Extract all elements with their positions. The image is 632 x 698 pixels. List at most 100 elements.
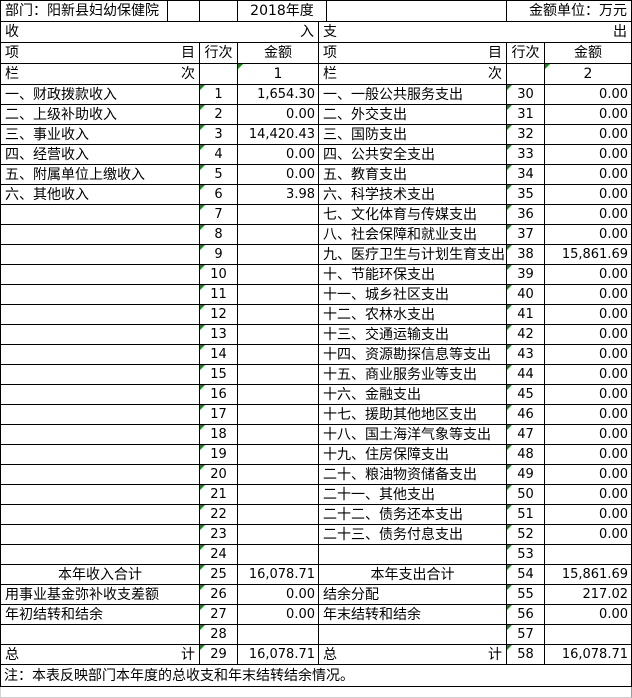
title-empty-cell <box>200 1 238 22</box>
section-bar: 收 入 支 出 <box>1 22 631 43</box>
expense-item-label: 十三、交通运输支出 <box>323 326 449 343</box>
expense-amount-cell: 0.00 <box>545 265 631 285</box>
income-item-label: 四、经营收入 <box>5 146 89 163</box>
income-amount-header: 金额 <box>238 43 319 64</box>
error-indicator-icon <box>200 225 205 230</box>
expense-item-cell <box>319 625 507 645</box>
expense-line-no-header: 行次 <box>507 43 545 64</box>
income-item-cell <box>1 245 200 265</box>
income-line-no-cell: 14 <box>200 345 238 365</box>
expense-amount-cell: 0.00 <box>545 605 631 625</box>
income-line-no: 2 <box>214 107 223 122</box>
income-line-no-header: 行次 <box>200 43 238 64</box>
income-item-cell: 一、财政拨款收入 <box>1 85 200 105</box>
income-line-no: 23 <box>210 527 227 542</box>
error-indicator-icon <box>200 505 205 510</box>
error-indicator-icon <box>507 345 512 350</box>
income-line-no: 10 <box>210 267 227 282</box>
income-line-no-cell: 1 <box>200 85 238 105</box>
expense-line-no: 37 <box>517 227 534 242</box>
expense-line-no: 34 <box>517 167 534 182</box>
expense-amount-cell: 15,861.69 <box>545 245 631 265</box>
error-indicator-icon <box>507 485 512 490</box>
expense-line-no: 49 <box>517 467 534 482</box>
expense-item-label: 十二、农林水支出 <box>323 306 435 323</box>
income-amount-cell <box>238 425 319 445</box>
income-line-no: 15 <box>210 367 227 382</box>
error-indicator-icon <box>200 385 205 390</box>
item-header-start: 项 <box>5 45 19 61</box>
income-line-no: 14 <box>210 347 227 362</box>
error-indicator-icon <box>507 605 512 610</box>
expense-item-cell: 十一、城乡社区支出 <box>319 285 507 305</box>
expense-amount: 0.00 <box>599 207 628 222</box>
income-item-cell: 年初结转和结余 <box>1 605 200 625</box>
expense-line-no-cell: 37 <box>507 225 545 245</box>
error-indicator-icon <box>507 425 512 430</box>
income-item-label-end: 计 <box>181 646 195 663</box>
error-indicator-icon <box>200 245 205 250</box>
expense-line-no: 54 <box>517 567 534 582</box>
expense-item-cell: 十八、国土海洋气象等支出 <box>319 425 507 445</box>
error-indicator-icon <box>507 285 512 290</box>
income-item-cell <box>1 385 200 405</box>
expense-item-label: 二十三、债务付息支出 <box>323 526 463 543</box>
income-line-no-cell: 3 <box>200 125 238 145</box>
error-indicator-icon <box>238 64 243 69</box>
department-label: 部门：阳新县妇幼保健院 <box>1 1 168 22</box>
expense-item-cell: 九、医疗卫生与计划生育支出 <box>319 245 507 265</box>
expense-amount-cell: 0.00 <box>545 425 631 445</box>
expense-item-label: 六、科学技术支出 <box>323 186 435 203</box>
income-line-no-cell: 7 <box>200 205 238 225</box>
expense-amount: 0.00 <box>599 107 628 122</box>
expense-item-label: 本年支出合计 <box>370 566 455 583</box>
expense-amount-cell: 0.00 <box>545 325 631 345</box>
lan-header-start: 栏 <box>5 66 19 82</box>
income-item-label: 三、事业收入 <box>5 126 89 143</box>
expense-item-label: 十五、商业服务业等支出 <box>323 366 477 383</box>
income-amount-cell <box>238 405 319 425</box>
expense-item-label: 十六、金融支出 <box>323 386 421 403</box>
lan-header-end: 次 <box>181 66 195 82</box>
error-indicator-icon <box>200 365 205 370</box>
expense-item-cell <box>319 545 507 565</box>
error-indicator-icon <box>507 545 512 550</box>
income-amount: 3.98 <box>286 187 315 202</box>
table-row: 9 九、医疗卫生与计划生育支出 38 15,861.69 <box>1 245 631 265</box>
expense-item-cell: 二十一、其他支出 <box>319 485 507 505</box>
expense-item-cell: 二十、粮油物资储备支出 <box>319 465 507 485</box>
income-line-no: 29 <box>210 647 227 662</box>
income-line-no-cell: 19 <box>200 445 238 465</box>
expense-line-no-cell: 52 <box>507 525 545 545</box>
unit-label: 金额单位：万元 <box>507 1 631 22</box>
expense-amount-cell: 0.00 <box>545 465 631 485</box>
expense-line-no-cell: 31 <box>507 105 545 125</box>
error-indicator-icon <box>200 205 205 210</box>
expense-amount-cell: 0.00 <box>545 445 631 465</box>
income-section-header: 收 入 <box>1 22 319 43</box>
year-label: 2018年度 <box>238 1 327 22</box>
expense-item-label: 七、文化体育与传媒支出 <box>323 206 477 223</box>
income-line-no: 26 <box>210 587 227 602</box>
error-indicator-icon <box>200 165 205 170</box>
table-row: 三、事业收入 3 14,420.43 三、国防支出 32 0.00 <box>1 125 631 145</box>
expense-amount-cell: 0.00 <box>545 105 631 125</box>
income-line-no-cell: 8 <box>200 225 238 245</box>
empty-grid-row <box>0 687 632 698</box>
expense-amount-cell <box>545 545 631 565</box>
income-amount-cell: 0.00 <box>238 145 319 165</box>
expense-item-cell: 二十二、债务还本支出 <box>319 505 507 525</box>
expense-line-no-cell: 40 <box>507 285 545 305</box>
expense-item-label: 十、节能环保支出 <box>323 266 435 283</box>
income-line-no: 17 <box>210 407 227 422</box>
table-row: 一、财政拨款收入 1 1,654.30 一、一般公共服务支出 30 0.00 <box>1 85 631 105</box>
income-amount-col-no-cell: 1 <box>238 64 319 85</box>
table-row: 19 十九、住房保障支出 48 0.00 <box>1 445 631 465</box>
income-amount: 1,654.30 <box>257 87 315 102</box>
income-amount-cell <box>238 245 319 265</box>
expense-item-label: 十八、国土海洋气象等支出 <box>323 426 491 443</box>
expense-line-no-cell: 38 <box>507 245 545 265</box>
expense-amount-col-no-cell: 2 <box>545 64 631 85</box>
title-empty-cell <box>327 1 507 22</box>
